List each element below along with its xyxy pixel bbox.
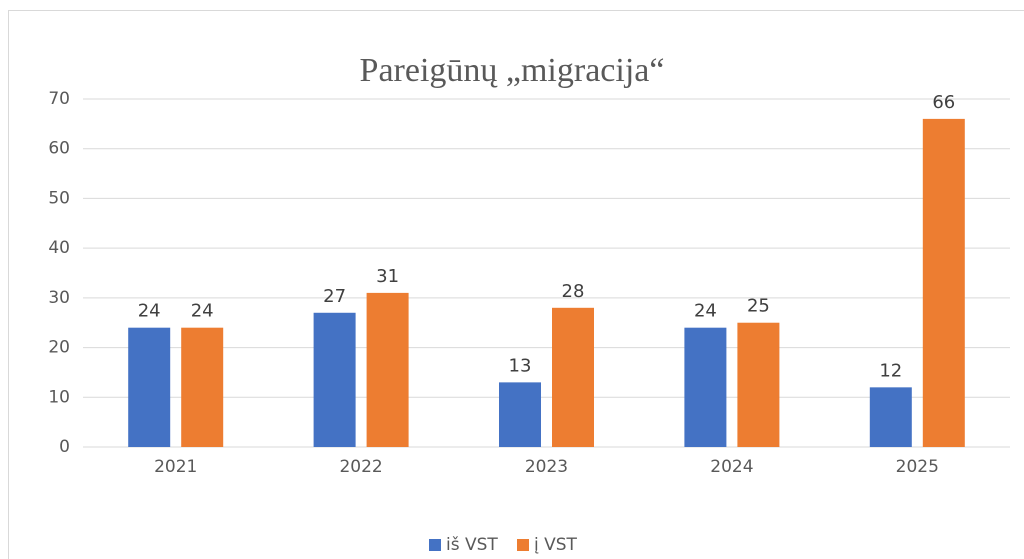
data-label: 28 [562, 281, 585, 302]
bar [737, 322, 780, 447]
bar [128, 327, 171, 447]
legend-label: į VST [534, 535, 578, 555]
y-tick-label: 0 [59, 437, 70, 457]
y-tick-label: 20 [48, 338, 70, 358]
legend-swatch [517, 539, 529, 551]
y-tick-label: 30 [48, 288, 70, 308]
legend-label: iš VST [446, 535, 498, 555]
chart-title: Pareigūnų „migracija“ [360, 52, 665, 89]
data-label: 13 [509, 355, 532, 376]
data-label: 25 [747, 296, 770, 317]
bar [499, 382, 541, 447]
x-tick-label: 2023 [525, 457, 568, 477]
y-tick-label: 60 [48, 139, 70, 159]
y-tick-label: 10 [48, 387, 70, 407]
bar [366, 292, 409, 447]
data-label: 24 [694, 301, 717, 322]
y-tick-label: 70 [48, 89, 70, 109]
bar [313, 312, 356, 447]
data-label: 24 [138, 301, 161, 322]
x-tick-label: 2024 [710, 457, 753, 477]
bar [181, 327, 224, 447]
bar [922, 118, 965, 447]
data-label: 24 [191, 301, 214, 322]
data-label: 27 [323, 286, 346, 307]
data-label: 12 [879, 360, 902, 381]
x-tick-label: 2025 [896, 457, 939, 477]
x-tick-label: 2022 [339, 457, 382, 477]
y-tick-label: 50 [48, 188, 70, 208]
bar [869, 387, 912, 447]
data-label: 66 [932, 92, 955, 113]
legend-swatch [429, 539, 441, 551]
data-label: 31 [376, 266, 399, 287]
bar [684, 327, 727, 447]
bar [552, 307, 594, 447]
x-tick-label: 2021 [154, 457, 197, 477]
chart-frame [8, 10, 1024, 559]
y-tick-label: 40 [48, 238, 70, 258]
